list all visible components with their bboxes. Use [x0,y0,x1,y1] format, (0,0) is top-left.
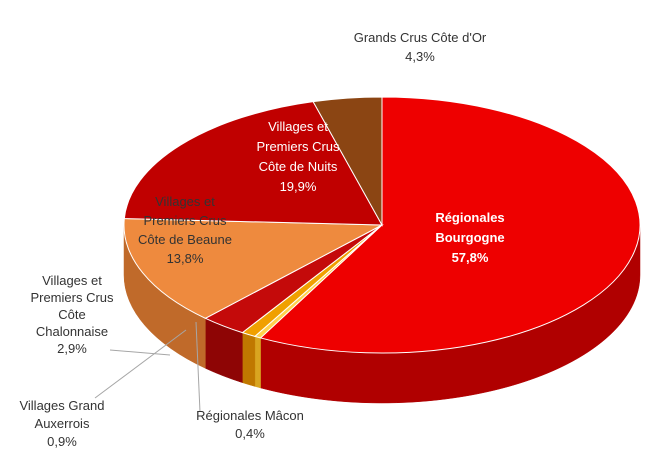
slice-category-label: Côte de Nuits [259,159,338,174]
leader-line [195,321,201,413]
leader-lines [94,321,201,413]
slice-category-label: Côte [58,307,85,322]
slice-value-label: 0,4% [235,426,265,441]
slice-label: Villages Grand Auxerrois 0,9% [19,398,104,449]
slice-category-label: Côte de Beaune [138,232,232,247]
slice-category-label: Villages et [42,273,102,288]
pie-slice [123,101,383,226]
slice-category-label: Premiers Crus [143,213,227,228]
slice-category-label: Auxerrois [35,416,90,431]
pie-slice [312,96,383,227]
slice-category-label: Premiers Crus [30,290,114,305]
slice-label: Régionales Bourgogne 57,8% [435,210,504,265]
pie-slice [123,218,384,319]
slice-category-label: Régionales [435,210,504,225]
slice-category-label: Grands Crus Côte d'Or [354,30,487,45]
slice-value-label: 19,9% [280,179,317,194]
slice-category-label: Régionales Mâcon [196,408,304,423]
slice-labels: Régionales Bourgogne 57,8% Régionales Mâcon… [19,30,504,449]
leader-line [94,329,187,399]
slice-value-label: 2,9% [57,341,87,356]
leader-line [109,349,171,356]
slice-category-label: Villages et [155,194,215,209]
pie-slices [123,96,641,354]
slice-category-label: Villages et [268,119,328,134]
slice-value-label: 57,8% [452,250,489,265]
slice-value-label: 0,9% [47,434,77,449]
pie-slice [259,96,641,354]
slice-label: Villages et Premiers Crus Côte de Nuits 19,… [256,119,340,194]
slice-category-label: Premiers Crus [256,139,340,154]
slice-category-label: Villages Grand [19,398,104,413]
pie-side-walls [123,224,641,404]
slice-label: Régionales Mâcon 0,4% [196,408,304,441]
slice-category-label: Chalonnaise [36,324,108,339]
pie-slice-side [242,332,256,387]
slice-label: Grands Crus Côte d'Or 4,3% [354,30,487,64]
slice-value-label: 4,3% [405,49,435,64]
slice-category-label: Bourgogne [435,230,504,245]
slice-value-label: 13,8% [167,251,204,266]
slice-label: Villages et Premiers Crus Côte Chalonnaise 2… [30,273,114,356]
pie-slice-side [254,336,261,389]
slice-label: Villages et Premiers Crus Côte de Beaune 13… [138,194,232,266]
